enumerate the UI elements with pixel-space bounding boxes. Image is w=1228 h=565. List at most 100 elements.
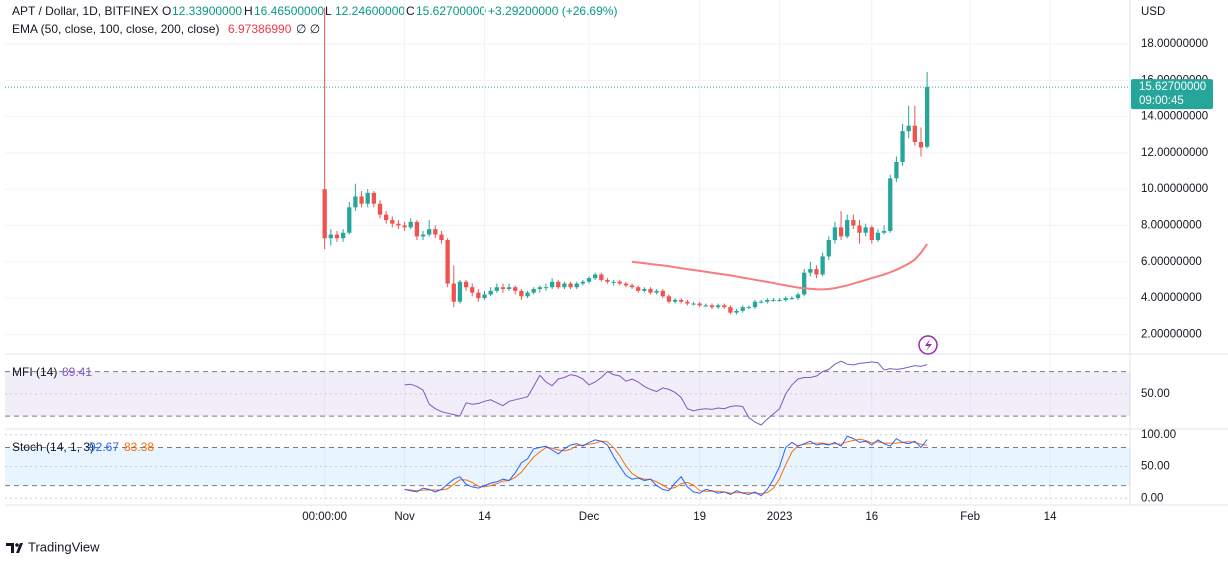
logo-mark bbox=[6, 543, 23, 553]
candle-body bbox=[672, 299, 678, 302]
candle-body bbox=[402, 225, 407, 228]
candle-body bbox=[420, 234, 426, 237]
candle-body bbox=[617, 281, 622, 284]
alert-bolt[interactable] bbox=[925, 339, 932, 351]
currency: USD bbox=[1141, 6, 1165, 18]
indicator-tick-label: 50.00 bbox=[1141, 461, 1170, 473]
candle-body bbox=[832, 227, 838, 241]
candle-body bbox=[580, 281, 586, 284]
candle-body bbox=[334, 234, 340, 239]
indicator-band bbox=[5, 371, 1130, 417]
c-value: 15.62700000 bbox=[416, 4, 486, 18]
candle-body bbox=[648, 289, 653, 293]
candle-body bbox=[752, 301, 758, 308]
x-tick-label: 19 bbox=[693, 511, 706, 523]
candle-body bbox=[728, 307, 733, 313]
x-tick-label: Dec bbox=[579, 511, 600, 523]
candle-body bbox=[322, 189, 327, 239]
candle-body bbox=[506, 287, 512, 290]
candle-body bbox=[427, 229, 432, 235]
indicator-band bbox=[5, 447, 1130, 486]
candle-body bbox=[371, 192, 377, 204]
candle-body bbox=[740, 307, 745, 311]
candle-body bbox=[347, 207, 352, 233]
o-label: O bbox=[162, 4, 171, 18]
ema-label: EMA (50, close, 100, close, 200, close) bbox=[12, 22, 219, 36]
candle-body bbox=[795, 294, 801, 299]
candle-body bbox=[703, 305, 708, 307]
ema-line bbox=[631, 243, 928, 291]
h-label: H bbox=[244, 4, 253, 18]
candle-body bbox=[642, 289, 647, 291]
l-label: L bbox=[325, 4, 332, 18]
y-tick-label: 2.00000000 bbox=[1141, 328, 1202, 340]
candle-body bbox=[845, 220, 850, 237]
candle-body bbox=[365, 192, 370, 204]
candle-body bbox=[611, 281, 616, 283]
candle-body bbox=[709, 305, 715, 308]
candle-body bbox=[869, 227, 874, 241]
candle-body bbox=[353, 196, 358, 208]
price-pane bbox=[322, 7, 930, 315]
x-tick-label: 00:00:00 bbox=[302, 511, 347, 523]
candle-body bbox=[457, 281, 463, 302]
candle-body bbox=[525, 292, 530, 297]
h-value: 16.46500000 bbox=[254, 4, 324, 18]
y-tick-label: 10.00000000 bbox=[1141, 183, 1208, 195]
o-value: 12.33900000 bbox=[172, 4, 242, 18]
x-tick-label: 14 bbox=[1044, 511, 1057, 523]
candle-body bbox=[328, 234, 333, 239]
indicator-tick-label: 0.00 bbox=[1141, 492, 1163, 504]
y-tick-label: 14.00000000 bbox=[1141, 111, 1208, 123]
y-tick-label: 4.00000000 bbox=[1141, 292, 1202, 304]
candle-body bbox=[765, 299, 770, 302]
indicator-line bbox=[404, 360, 928, 426]
candle-body bbox=[685, 301, 690, 304]
x-tick-label: 2023 bbox=[767, 511, 793, 523]
indicator-value: 89.41 bbox=[62, 365, 92, 379]
candle-body bbox=[494, 287, 499, 291]
alert-icon[interactable] bbox=[918, 335, 938, 355]
candle-body bbox=[697, 303, 702, 306]
candle-body bbox=[820, 256, 825, 275]
candle-body bbox=[924, 87, 930, 147]
candle-body bbox=[629, 285, 635, 288]
legend-header: APT / Dollar, 1D, BITFINEX O 12.33900000… bbox=[12, 4, 617, 36]
candle-body bbox=[918, 142, 924, 148]
candle-body bbox=[556, 281, 561, 288]
candle-body bbox=[599, 274, 604, 280]
indicator-line bbox=[404, 438, 928, 495]
candle-body bbox=[562, 283, 567, 288]
x-tick-label: Feb bbox=[960, 511, 980, 523]
candle-body bbox=[654, 290, 659, 293]
x-tick-label: 16 bbox=[865, 511, 878, 523]
candle-body bbox=[433, 229, 438, 235]
candle-body bbox=[771, 299, 776, 301]
l-value: 12.24600000 bbox=[335, 4, 405, 18]
ema-value: 6.97386990 bbox=[228, 22, 292, 36]
indicator-line bbox=[404, 435, 928, 497]
x-tick-label: Nov bbox=[394, 511, 415, 523]
candle-body bbox=[574, 283, 579, 288]
indicator-tick-label: 50.00 bbox=[1141, 388, 1170, 400]
candle-body bbox=[660, 290, 665, 297]
candle-body bbox=[808, 269, 813, 273]
candle-body bbox=[482, 294, 487, 299]
candle-body bbox=[691, 303, 696, 305]
candle-body bbox=[531, 289, 536, 293]
candle-body bbox=[814, 269, 819, 275]
c-label: C bbox=[406, 4, 415, 18]
x-tick-label: 14 bbox=[478, 511, 491, 523]
candle-body bbox=[623, 283, 629, 286]
candle-body bbox=[851, 220, 856, 226]
candle-body bbox=[593, 274, 598, 279]
candle-body bbox=[537, 287, 542, 290]
candle-body bbox=[488, 290, 493, 295]
indicator-value-2: 83.38 bbox=[124, 440, 154, 454]
price-tag-value: 15.62700000 bbox=[1139, 81, 1206, 93]
candle-body bbox=[789, 298, 795, 300]
candle-body bbox=[715, 305, 721, 308]
candle-body bbox=[549, 281, 555, 288]
indicator-tick-label: 100.00 bbox=[1141, 429, 1176, 441]
price-tag-countdown: 09:00:45 bbox=[1139, 95, 1184, 107]
